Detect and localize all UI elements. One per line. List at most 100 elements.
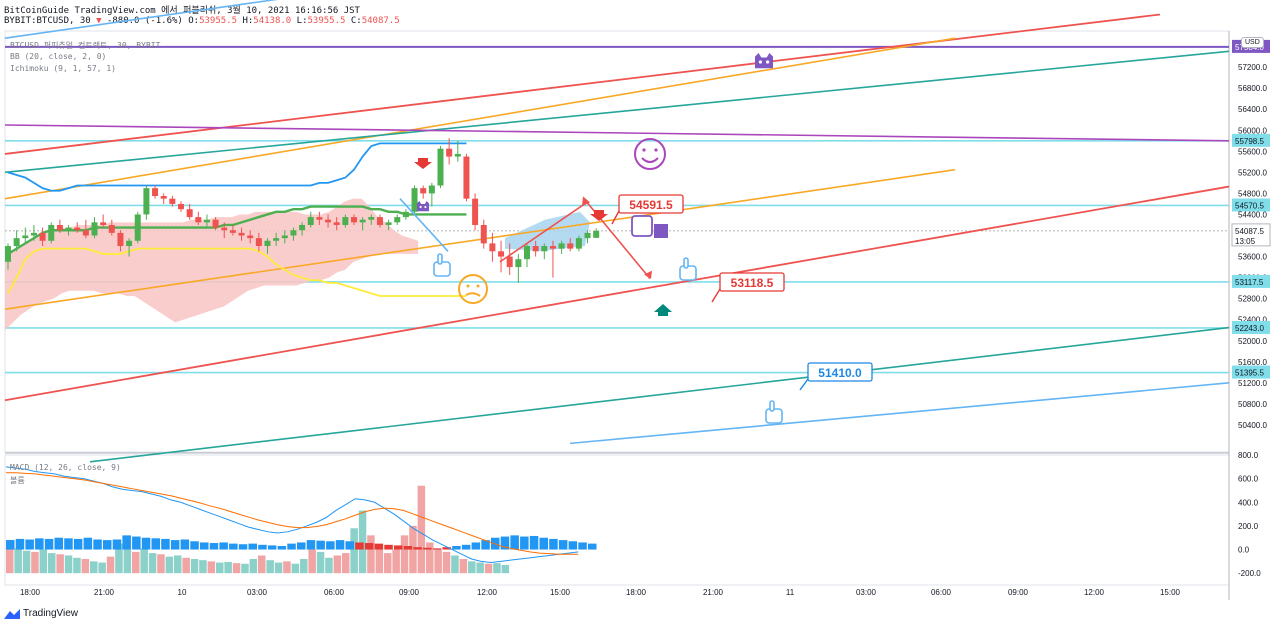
price-tag-label: 55798.5 bbox=[1235, 137, 1264, 146]
macd-hist-bar bbox=[297, 542, 306, 550]
candle-body bbox=[39, 232, 46, 241]
macd-hist-bar bbox=[364, 543, 374, 550]
candle-body bbox=[584, 232, 591, 239]
volume-bar bbox=[258, 555, 266, 574]
candle-body bbox=[13, 238, 20, 247]
down-arrow-icon: ▼ bbox=[96, 16, 102, 26]
volume-bar bbox=[174, 555, 182, 574]
candle-body bbox=[307, 217, 314, 225]
macd-hist-bar bbox=[481, 540, 490, 550]
price-tick-label: 51600.0 bbox=[1238, 358, 1267, 367]
candle-body bbox=[394, 217, 401, 223]
macd-hist-bar bbox=[558, 540, 568, 550]
macd-hist-bar bbox=[520, 536, 529, 550]
macd-hist-bar bbox=[219, 542, 228, 550]
price-tag-label: 52243.0 bbox=[1235, 324, 1264, 333]
price-tag-bg bbox=[1232, 274, 1270, 288]
macd-hist-bar bbox=[345, 541, 354, 550]
volume-bar bbox=[266, 560, 274, 574]
price-tick-label: 52800.0 bbox=[1238, 295, 1267, 304]
volume-bar bbox=[115, 543, 123, 574]
annotation-arrow-blue bbox=[399, 198, 449, 252]
indicator-macd[interactable]: MACD (12, 26, close, 9) bbox=[10, 463, 121, 472]
price-tick-label: 56400.0 bbox=[1238, 105, 1267, 114]
macd-tick-label: 800.0 bbox=[1238, 451, 1259, 460]
price-tick-label: 53600.0 bbox=[1238, 253, 1267, 262]
bb-upper-band bbox=[7, 142, 467, 192]
label-54591-text: 54591.5 bbox=[629, 198, 673, 212]
candle-body bbox=[359, 219, 366, 223]
volume-bar bbox=[501, 564, 510, 574]
candle-body bbox=[299, 224, 306, 231]
volume-bar bbox=[451, 555, 459, 574]
candle-body bbox=[203, 219, 210, 223]
candle-body bbox=[549, 246, 556, 249]
price-tag-bg bbox=[1232, 133, 1270, 147]
candle-body bbox=[229, 230, 236, 233]
price-tick-label: 54400.0 bbox=[1238, 210, 1267, 219]
volume-bar bbox=[157, 554, 165, 574]
macd-hist-bar bbox=[112, 539, 122, 550]
publish-info: BitCoinGuide TradingView.com 에서 퍼블리쉬, 3월… bbox=[4, 3, 360, 16]
price-tag-label: 51395.5 bbox=[1235, 369, 1264, 378]
macd-hist-bar bbox=[461, 544, 471, 550]
volume-bar bbox=[165, 556, 174, 574]
volume-bar bbox=[367, 535, 375, 574]
currency-badge[interactable]: USD bbox=[1241, 37, 1264, 48]
bb-lower-band bbox=[7, 247, 467, 297]
indicator-symbol-title[interactable]: BTCUSD 퍼피츄얼 컨트랙트, 30, BYBIT bbox=[10, 41, 161, 50]
indicator-ichimoku[interactable]: Ichimoku (9, 1, 57, 1) bbox=[10, 64, 116, 73]
macd-hist-bar bbox=[384, 544, 393, 550]
price-tag-label: 54570.5 bbox=[1235, 201, 1264, 210]
label-53118-pointer bbox=[711, 288, 721, 303]
thumbs-icon-purple bbox=[631, 215, 653, 237]
macd-hist-bar bbox=[316, 540, 325, 550]
candle-body bbox=[134, 214, 141, 241]
macd-hist-bar bbox=[471, 542, 481, 550]
macd-hist-bar bbox=[500, 536, 510, 550]
candle-body bbox=[169, 198, 176, 204]
volume-bar bbox=[476, 562, 484, 574]
volume-bar bbox=[22, 550, 31, 574]
volume-bar bbox=[426, 542, 434, 574]
down-arrow-icon-small bbox=[414, 158, 432, 169]
volume-bar bbox=[241, 563, 249, 574]
cat-icon-small-eye bbox=[419, 205, 422, 209]
macd-hist-bar bbox=[374, 543, 384, 550]
macd-hist-bar bbox=[549, 538, 558, 550]
candle-body bbox=[558, 243, 565, 249]
macd-hist-bar bbox=[423, 547, 432, 550]
candle-body bbox=[281, 235, 288, 239]
candle-body bbox=[333, 222, 340, 225]
candle-body bbox=[160, 196, 167, 199]
macd-hist-bar bbox=[529, 535, 539, 550]
volume-bar bbox=[392, 549, 400, 574]
indicator-bb[interactable]: BB (20, close, 2, 0) bbox=[10, 52, 107, 61]
price-tag-label: 54087.5 bbox=[1235, 227, 1264, 236]
volume-bar bbox=[81, 559, 90, 574]
candle-body bbox=[385, 222, 392, 225]
macd-hist-bar bbox=[277, 546, 287, 550]
price-tick-label: 55200.0 bbox=[1238, 168, 1267, 177]
candle-body bbox=[446, 148, 453, 157]
macd-hist-bar bbox=[238, 544, 248, 550]
macd-hist-bar bbox=[132, 536, 141, 550]
candle-body bbox=[463, 156, 470, 199]
candle-body bbox=[100, 222, 107, 225]
volume-bar bbox=[468, 561, 476, 574]
price-tick-label: 57200.0 bbox=[1238, 63, 1267, 72]
macd-hist-bar bbox=[170, 540, 180, 550]
indicator-volume[interactable]: 볼륨 bbox=[10, 476, 25, 485]
candle-body bbox=[221, 227, 228, 231]
candle-body bbox=[195, 217, 202, 223]
time-tick-label: 06:00 bbox=[324, 588, 345, 597]
open-value: 53955.5 bbox=[199, 16, 238, 26]
volume-bar bbox=[493, 563, 501, 574]
down-arrow-icon bbox=[590, 210, 608, 221]
volume-bar bbox=[6, 540, 14, 574]
price-tick-label: 56800.0 bbox=[1238, 84, 1267, 93]
tradingview-logo[interactable]: TradingView bbox=[4, 608, 78, 619]
smile-icon bbox=[634, 138, 666, 170]
candle-body bbox=[567, 243, 574, 249]
